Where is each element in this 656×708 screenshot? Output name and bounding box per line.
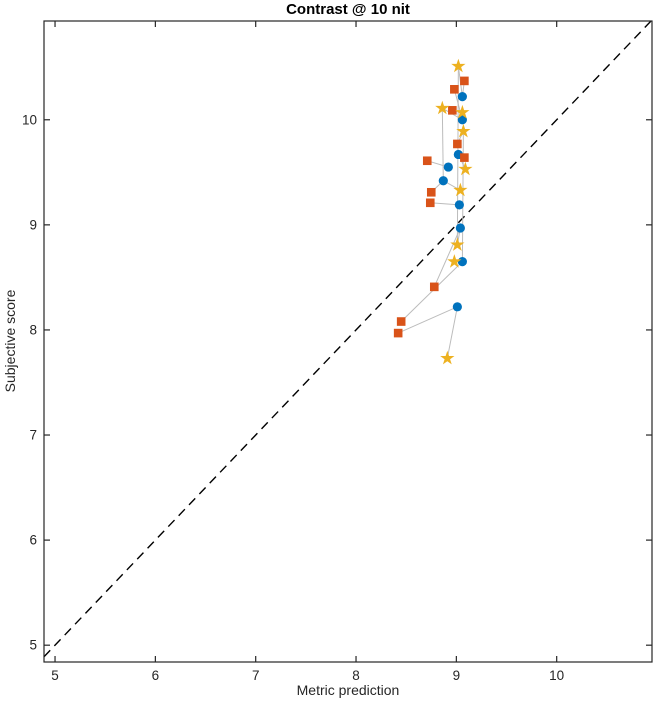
connector-line [433, 227, 461, 288]
x-axis-label: Metric prediction [296, 682, 400, 698]
data-point-square [450, 85, 459, 94]
data-point-circle [457, 115, 467, 125]
identity-line [43, 20, 652, 658]
y-tick-label: 8 [29, 322, 37, 337]
data-point-square [393, 328, 403, 338]
data-point-square [429, 282, 439, 292]
data-point-star [447, 254, 462, 268]
connector-line [397, 305, 459, 359]
data-point-square [396, 317, 406, 326]
connector-line [441, 108, 444, 181]
data-point-star [451, 58, 466, 73]
y-tick-label: 7 [29, 428, 37, 443]
data-point-star [453, 182, 468, 197]
data-point-star [440, 350, 455, 365]
data-point-square [448, 106, 457, 115]
chart-title: Contrast @ 10 nit [286, 1, 410, 18]
data-point-star [458, 161, 473, 176]
x-tick-label: 8 [352, 668, 360, 683]
y-axis-label: Subjective score [2, 289, 18, 393]
data-point-circle [455, 223, 465, 233]
data-point-star [435, 100, 450, 115]
data-point-star [450, 237, 465, 251]
data-point-circle [443, 162, 453, 172]
x-tick-label: 7 [252, 668, 260, 683]
y-tick-label: 9 [29, 217, 37, 232]
connector-line [400, 261, 464, 322]
x-tick-label: 5 [51, 668, 59, 683]
x-tick-label: 9 [453, 668, 461, 683]
connector-line [430, 202, 460, 206]
y-tick-label: 5 [29, 638, 37, 653]
data-point-star [455, 104, 470, 119]
data-point-square [453, 139, 462, 149]
data-point-circle [457, 257, 467, 267]
data-point-star [456, 123, 471, 138]
data-point-square [425, 198, 435, 208]
x-tick-label: 6 [152, 668, 160, 683]
data-point-circle [457, 92, 467, 102]
y-tick-label: 10 [22, 112, 37, 127]
data-point-square [460, 76, 469, 86]
data-point-circle [454, 200, 464, 210]
data-point-circle [452, 302, 462, 312]
y-tick-label: 6 [29, 533, 37, 548]
connector-line [461, 131, 464, 262]
data-point-square [460, 153, 469, 162]
plot-box [43, 20, 653, 663]
data-point-square [422, 156, 432, 166]
data-point-circle [438, 176, 448, 186]
data-point-square [426, 187, 436, 197]
x-tick-label: 10 [549, 668, 564, 683]
